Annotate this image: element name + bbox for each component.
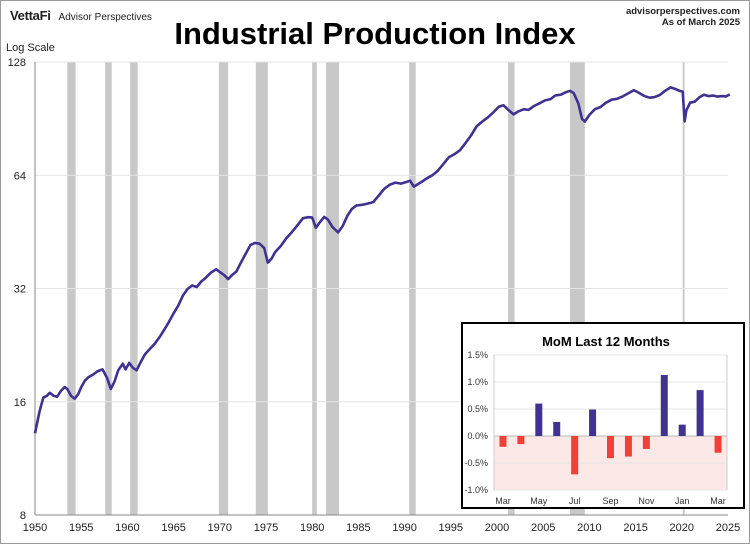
inset-x-tick-label: Sep bbox=[602, 496, 618, 506]
inset-x-tick-label: May bbox=[530, 496, 548, 506]
x-tick-label: 1985 bbox=[346, 522, 370, 534]
x-tick-label: 2025 bbox=[716, 522, 740, 534]
ipi-line bbox=[33, 86, 731, 434]
x-tick-label: 1970 bbox=[208, 522, 232, 534]
y-tick-label: 32 bbox=[14, 284, 26, 296]
inset-bar bbox=[553, 421, 561, 436]
inset-bar bbox=[517, 436, 525, 445]
inset-y-tick-label: 1.0% bbox=[467, 377, 488, 387]
axes: 8 16 32 64 128 1950 1955 1960 1965 1970 1975 1980 19… bbox=[8, 57, 741, 534]
inset-bar bbox=[571, 436, 579, 475]
advisor-perspectives-label: Advisor Perspectives bbox=[58, 12, 152, 23]
inset-x-tick-label: Mar bbox=[710, 496, 726, 506]
series-line bbox=[33, 86, 731, 434]
inset-y-tick-label: 0.5% bbox=[467, 404, 488, 414]
vettafi-logo: VettaFi bbox=[10, 8, 51, 23]
inset-x-tick-label: Mar bbox=[495, 496, 511, 506]
inset-x-tick-label: Jan bbox=[675, 496, 690, 506]
site-url: advisorperspectives.com bbox=[625, 6, 740, 17]
x-tick-label: 1990 bbox=[392, 522, 416, 534]
grid-lines bbox=[35, 61, 728, 403]
x-tick-label: 1965 bbox=[161, 522, 185, 534]
x-tick-label: 2000 bbox=[485, 522, 509, 534]
inset-bar bbox=[660, 374, 668, 436]
x-tick-label: 2010 bbox=[577, 522, 601, 534]
inset-y-tick-label: -0.5% bbox=[464, 458, 488, 468]
x-tick-label: 1980 bbox=[300, 522, 324, 534]
inset-bar bbox=[642, 436, 650, 449]
y-tick-label: 16 bbox=[14, 397, 26, 409]
inset-bar bbox=[678, 424, 686, 436]
as-of-date: As of March 2025 bbox=[661, 17, 740, 28]
inset-bar bbox=[499, 436, 507, 447]
x-tick-label: 2020 bbox=[670, 522, 694, 534]
inset-y-tick-label: 0.0% bbox=[467, 431, 488, 441]
x-tick-label: 2015 bbox=[623, 522, 647, 534]
x-tick-label: 1960 bbox=[115, 522, 139, 534]
inset-y-tick-label: -1.0% bbox=[464, 485, 488, 495]
inset-bar bbox=[696, 390, 704, 436]
inset-title: MoM Last 12 Months bbox=[542, 334, 670, 349]
inset-chart: MoM Last 12 Months 1.5% 1.0% 0.5% 0.0% -0.5% -… bbox=[461, 322, 745, 509]
inset-bar bbox=[607, 436, 614, 459]
y-tick-label: 128 bbox=[8, 57, 26, 69]
y-axis-scale-label: Log Scale bbox=[6, 42, 55, 54]
x-tick-label: 2005 bbox=[531, 522, 555, 534]
y-tick-label: 8 bbox=[20, 510, 26, 522]
chart-title: Industrial Production Index bbox=[174, 16, 576, 51]
inset-bar bbox=[714, 436, 722, 453]
x-tick-label: 1995 bbox=[439, 522, 463, 534]
x-tick-label: 1955 bbox=[69, 522, 93, 534]
inset-y-tick-label: 1.5% bbox=[467, 350, 488, 360]
inset-x-tick-label: Nov bbox=[638, 496, 655, 506]
inset-bar bbox=[589, 409, 597, 436]
inset-bar bbox=[535, 403, 543, 436]
inset-bar bbox=[624, 436, 632, 457]
x-tick-label: 1950 bbox=[23, 522, 47, 534]
brand: VettaFi Advisor Perspectives bbox=[10, 8, 152, 23]
source-info: advisorperspectives.com As of March 2025 bbox=[626, 6, 740, 28]
y-tick-label: 64 bbox=[14, 170, 26, 182]
inset-x-tick-label: Jul bbox=[569, 496, 581, 506]
x-tick-label: 1975 bbox=[254, 522, 278, 534]
